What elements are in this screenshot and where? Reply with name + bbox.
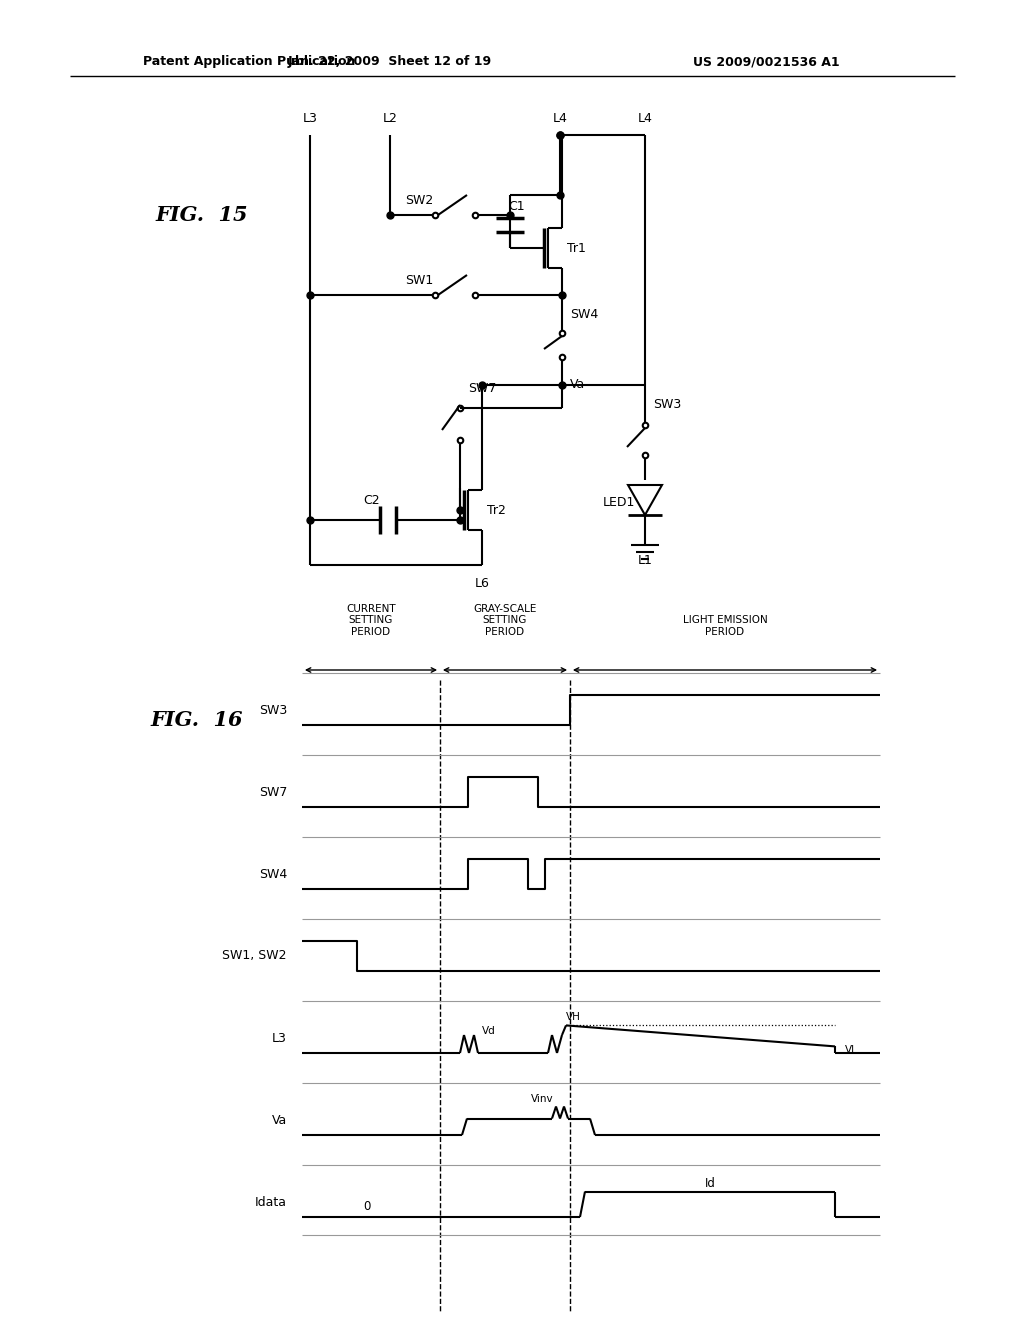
Text: Va: Va [570,379,586,392]
Text: GRAY-SCALE
SETTING
PERIOD: GRAY-SCALE SETTING PERIOD [473,603,537,638]
Text: SW3: SW3 [653,399,681,412]
Text: L2: L2 [383,112,397,125]
Text: FIG.  15: FIG. 15 [155,205,248,224]
Text: Vinv: Vinv [530,1093,553,1104]
Text: VH: VH [566,1012,581,1023]
Text: SW1, SW2: SW1, SW2 [222,949,287,962]
Text: Tr2: Tr2 [487,503,506,516]
Text: SW7: SW7 [259,785,287,799]
Text: LIGHT EMISSION
PERIOD: LIGHT EMISSION PERIOD [683,615,767,638]
Text: VL: VL [845,1045,858,1056]
Text: Tr1: Tr1 [567,242,586,255]
Text: C2: C2 [364,494,380,507]
Text: SW3: SW3 [259,704,287,717]
Text: L4: L4 [638,112,652,125]
Text: 0: 0 [364,1200,371,1213]
Text: Idata: Idata [255,1196,287,1209]
Text: L6: L6 [474,577,489,590]
Text: Va: Va [271,1114,287,1126]
Text: FIG.  16: FIG. 16 [150,710,243,730]
Text: SW4: SW4 [570,309,598,322]
Text: CURRENT
SETTING
PERIOD: CURRENT SETTING PERIOD [346,603,396,638]
Text: C1: C1 [508,199,524,213]
Text: L1: L1 [638,553,652,566]
Text: L3: L3 [302,112,317,125]
Text: L4: L4 [553,112,567,125]
Text: SW1: SW1 [406,273,433,286]
Text: Jan. 22, 2009  Sheet 12 of 19: Jan. 22, 2009 Sheet 12 of 19 [288,55,493,69]
Text: L3: L3 [272,1031,287,1044]
Text: SW4: SW4 [259,867,287,880]
Text: LED1: LED1 [603,496,635,510]
Text: Id: Id [705,1177,716,1191]
Text: SW7: SW7 [468,381,497,395]
Text: Vd: Vd [482,1026,496,1036]
Text: Patent Application Publication: Patent Application Publication [143,55,355,69]
Text: SW2: SW2 [406,194,433,206]
Text: US 2009/0021536 A1: US 2009/0021536 A1 [693,55,840,69]
